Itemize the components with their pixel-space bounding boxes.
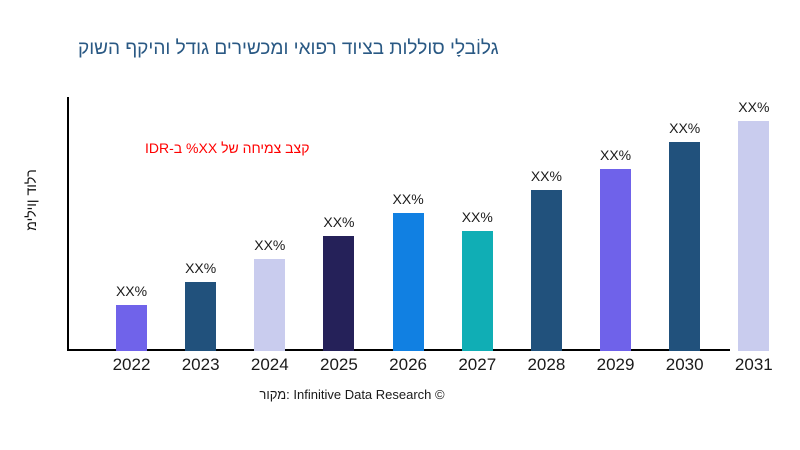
x-tick-label-2025: 2025 — [320, 355, 358, 374]
bar-2028 — [530, 190, 562, 351]
x-tick-label-2029: 2029 — [596, 355, 635, 374]
x-tick-label-2031: 2031 — [734, 355, 773, 374]
bar-value-label-2029: XX% — [599, 147, 632, 164]
bar-value-label-2027: XX% — [461, 209, 493, 226]
bar-value-label-2028: XX% — [530, 168, 562, 184]
x-tick-label-2027: 2027 — [458, 355, 497, 374]
x-tick-label-2022: 2022 — [112, 355, 151, 374]
bar-value-label-2031: XX% — [738, 99, 770, 115]
bar-value-label-2026: XX% — [392, 191, 424, 207]
bar-value-label-2025: XX% — [323, 214, 355, 230]
x-tick-label-2024: 2024 — [250, 355, 289, 374]
x-tick-label-2023: 2023 — [181, 355, 220, 374]
bar-2022 — [116, 305, 147, 351]
bar-2031 — [738, 121, 770, 351]
x-tick-label-2030: 2030 — [665, 355, 704, 374]
y-axis-line — [67, 97, 69, 351]
bar-2027 — [461, 231, 493, 351]
bar-2024 — [254, 259, 286, 351]
bar-value-label-2030: XX% — [669, 119, 701, 136]
bar-2030 — [669, 141, 701, 351]
source-caption: מקור: Infinitive Data Research © — [259, 387, 445, 402]
bar-2026 — [392, 213, 424, 351]
bar-value-label-2024: XX% — [254, 237, 286, 253]
bar-value-label-2023: XX% — [185, 260, 217, 276]
bar-value-label-2022: XX% — [115, 283, 148, 299]
x-tick-label-2028: 2028 — [527, 355, 566, 374]
x-tick-label-2026: 2026 — [389, 355, 428, 374]
bar-2029 — [600, 169, 632, 351]
bar-2025 — [323, 236, 355, 351]
chart-title: גלוֹבלָי סוללות בציוד רפואי ומכשירים גוד… — [78, 38, 499, 59]
growth-rate-annotation: קצב צמיחה של XX% ב-IDR — [145, 140, 310, 156]
bar-2023 — [185, 282, 217, 351]
